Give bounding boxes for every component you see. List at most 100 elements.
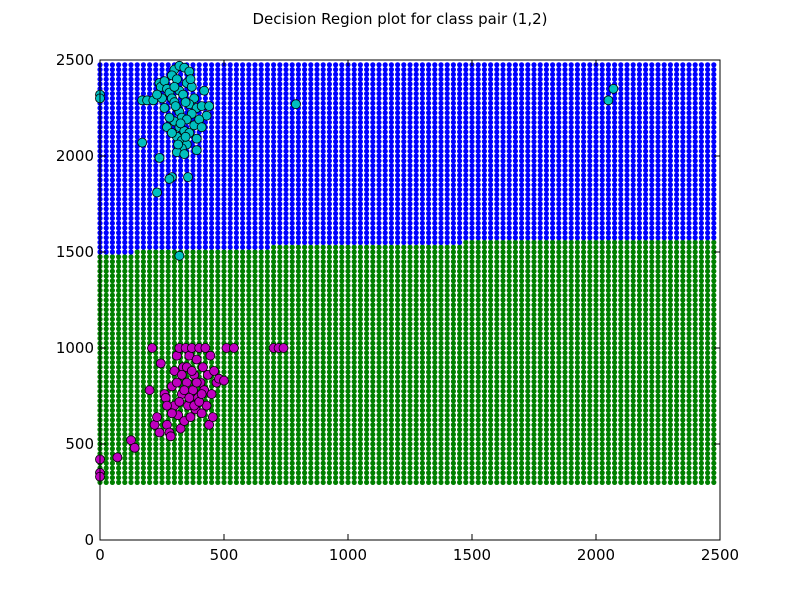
region-dot xyxy=(438,187,444,193)
region-dot xyxy=(388,422,394,428)
region-dot xyxy=(351,278,357,284)
region-dot xyxy=(314,335,320,341)
region-dot xyxy=(370,263,376,269)
region-dot xyxy=(258,239,264,245)
region-dot xyxy=(419,364,425,370)
region-dot xyxy=(258,153,264,159)
region-dot xyxy=(295,124,301,130)
region-dot xyxy=(388,326,394,332)
region-dot xyxy=(271,297,277,303)
region-dot xyxy=(103,412,109,418)
region-dot xyxy=(413,230,419,236)
region-dot xyxy=(407,254,413,260)
region-dot xyxy=(401,71,407,77)
region-dot xyxy=(159,71,165,77)
region-dot xyxy=(413,335,419,341)
region-dot xyxy=(240,244,246,250)
region-dot xyxy=(122,134,128,140)
region-dot xyxy=(401,172,407,178)
region-dot xyxy=(326,177,332,183)
region-dot xyxy=(240,446,246,452)
region-dot xyxy=(227,417,233,423)
region-dot xyxy=(221,225,227,231)
region-dot xyxy=(364,441,370,447)
region-dot xyxy=(103,403,109,409)
region-dot xyxy=(122,95,128,101)
region-dot xyxy=(370,254,376,260)
region-dot xyxy=(116,220,122,226)
region-dot xyxy=(438,460,444,466)
region-dot xyxy=(109,273,115,279)
region-dot xyxy=(438,297,444,303)
region-dot xyxy=(395,307,401,313)
region-dot xyxy=(388,460,394,466)
region-dot xyxy=(370,105,376,111)
region-dot xyxy=(140,182,146,188)
region-dot xyxy=(320,364,326,370)
region-dot xyxy=(401,273,407,279)
region-dot xyxy=(209,465,215,471)
region-dot xyxy=(122,335,128,341)
region-dot xyxy=(426,263,432,269)
region-dot xyxy=(190,235,196,241)
region-dot xyxy=(419,110,425,116)
region-dot xyxy=(351,307,357,313)
region-dot xyxy=(401,67,407,73)
region-dot xyxy=(333,446,339,452)
region-dot xyxy=(165,287,171,293)
region-dot xyxy=(271,451,277,457)
region-dot xyxy=(370,383,376,389)
region-dot xyxy=(395,67,401,73)
region-dot xyxy=(264,182,270,188)
region-dot xyxy=(419,422,425,428)
region-dot xyxy=(159,302,165,308)
region-dot xyxy=(302,105,308,111)
region-dot xyxy=(240,302,246,308)
region-dot xyxy=(134,71,140,77)
region-dot xyxy=(103,235,109,241)
region-dot xyxy=(240,249,246,255)
region-dot xyxy=(116,201,122,207)
region-dot xyxy=(339,187,345,193)
region-dot xyxy=(314,67,320,73)
region-dot xyxy=(388,187,394,193)
region-dot xyxy=(376,355,382,361)
region-dot xyxy=(246,76,252,82)
region-dot xyxy=(153,407,159,413)
region-dot xyxy=(302,379,308,385)
region-dot xyxy=(432,225,438,231)
region-dot xyxy=(339,95,345,101)
region-dot xyxy=(419,76,425,82)
region-dot xyxy=(202,287,208,293)
region-dot xyxy=(302,441,308,447)
region-dot xyxy=(314,383,320,389)
region-dot xyxy=(103,431,109,437)
region-dot xyxy=(376,278,382,284)
region-dot xyxy=(444,383,450,389)
region-dot xyxy=(233,427,239,433)
region-dot xyxy=(147,403,153,409)
region-dot xyxy=(283,455,289,461)
region-dot xyxy=(432,215,438,221)
region-dot xyxy=(246,273,252,279)
region-dot xyxy=(314,124,320,130)
region-dot xyxy=(407,340,413,346)
region-dot xyxy=(314,446,320,452)
region-dot xyxy=(426,350,432,356)
region-dot xyxy=(295,316,301,322)
region-dot xyxy=(109,403,115,409)
region-dot xyxy=(388,158,394,164)
region-dot xyxy=(407,182,413,188)
region-dot xyxy=(345,412,351,418)
region-dot xyxy=(283,403,289,409)
region-dot xyxy=(308,196,314,202)
region-dot xyxy=(432,86,438,92)
region-dot xyxy=(314,95,320,101)
region-dot xyxy=(215,206,221,212)
region-dot xyxy=(413,225,419,231)
region-dot xyxy=(184,321,190,327)
region-dot xyxy=(395,311,401,317)
region-dot xyxy=(426,369,432,375)
region-dot xyxy=(184,302,190,308)
region-dot xyxy=(153,436,159,442)
